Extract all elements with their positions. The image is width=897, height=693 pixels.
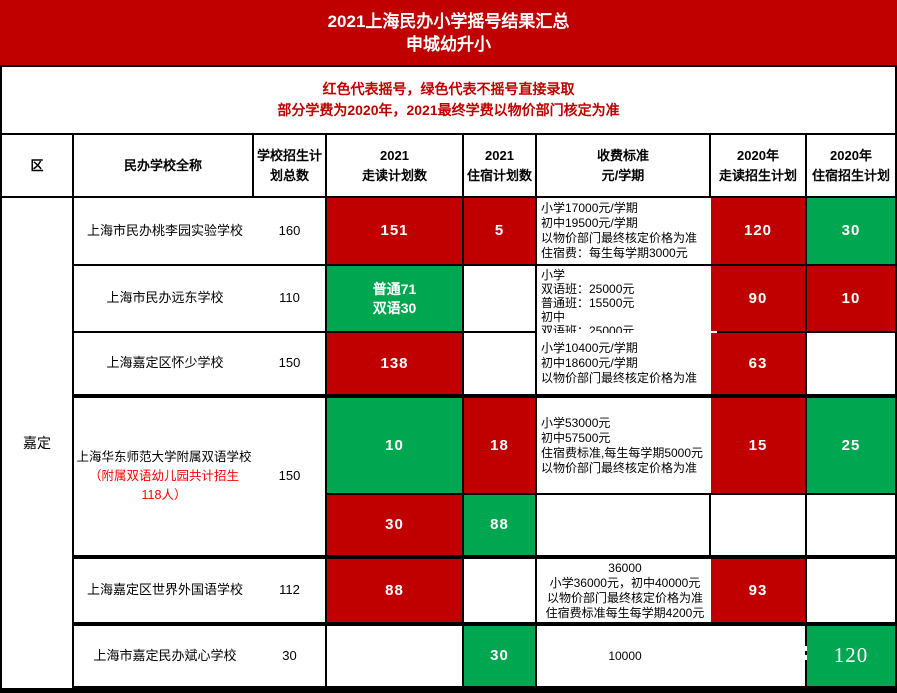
day2021-row3: 138 bbox=[327, 333, 462, 394]
day2020-row6 bbox=[711, 626, 805, 686]
cursor-artifact-top bbox=[801, 646, 807, 651]
total-row4: 150 bbox=[254, 398, 325, 555]
total-row1: 160 bbox=[254, 198, 325, 264]
total-row3: 150 bbox=[254, 333, 325, 394]
day2020-row2: 90 bbox=[711, 266, 805, 331]
fee-row4b-empty bbox=[537, 495, 709, 555]
fee-row4: 小学53000元 初中57500元 住宿费标准,每生每学期5000元 以物价部门… bbox=[537, 398, 717, 493]
header-cell-2020-day: 2020年 走读招生计划 bbox=[711, 135, 805, 196]
board2020-row5 bbox=[807, 559, 895, 622]
cursor-artifact-bottom bbox=[801, 655, 807, 660]
fee-row3: 小学10400元/学期 初中18600元/学期 以物价部门最终核定价格为准 bbox=[537, 333, 717, 394]
day2020-row3: 63 bbox=[711, 333, 805, 394]
school-name-row4-main: 上海华东师范大学附属双语学校 bbox=[76, 450, 252, 464]
header-cell-district: 区 bbox=[2, 135, 72, 196]
fee-row2: 小学 双语班：25000元 普通班：15500元 初中 双语班：25000元 bbox=[537, 266, 717, 333]
board2020-row1: 30 bbox=[807, 198, 895, 264]
header-cell-fee: 收费标准 元/学期 bbox=[537, 135, 709, 196]
day2021-row2: 普通71 双语30 bbox=[327, 266, 462, 331]
board2021-row3 bbox=[464, 333, 535, 394]
day2020-row4b-empty bbox=[711, 495, 805, 555]
header-cell-2021-day: 2021 走读计划数 bbox=[327, 135, 462, 196]
header-cell-school: 民办学校全称 bbox=[74, 135, 252, 196]
school-name-row2: 上海市民办远东学校 bbox=[74, 266, 256, 331]
day2021-row5: 88 bbox=[327, 559, 462, 622]
school-name-row4: 上海华东师范大学附属双语学校 （附属双语幼儿园共计招生 118人） bbox=[74, 398, 254, 555]
header-cell-2021-board: 2021 住宿计划数 bbox=[464, 135, 535, 196]
fee-row1: 小学17000元/学期 初中19500元/学期 以物价部门最终核定价格为准 住宿… bbox=[537, 198, 717, 264]
board2021-row4b: 88 bbox=[464, 495, 535, 555]
header-cell-2020-board: 2020年 住宿招生计划 bbox=[807, 135, 895, 196]
board2021-row4a: 18 bbox=[464, 398, 535, 493]
fee-row6: 10000 bbox=[537, 626, 713, 686]
board2020-row6: 120 bbox=[807, 626, 895, 686]
total-row2: 110 bbox=[254, 266, 325, 331]
school-name-row6: 上海市嘉定民办斌心学校 bbox=[74, 626, 256, 686]
day2021-row4a: 10 bbox=[327, 398, 462, 493]
header-cell-total-plan: 学校招生计 划总数 bbox=[254, 135, 325, 196]
day2020-row4: 15 bbox=[711, 398, 805, 493]
school-name-row5: 上海嘉定区世界外国语学校 bbox=[74, 559, 256, 622]
district-cell: 嘉定 bbox=[2, 198, 72, 688]
fee-row5: 36000 小学36000元，初中40000元 以物价部门最终核定价格为准 住宿… bbox=[537, 559, 713, 622]
day2020-row5: 93 bbox=[711, 559, 805, 622]
day2021-row1: 151 bbox=[327, 198, 462, 264]
board2021-row6: 30 bbox=[464, 626, 535, 686]
school-name-row3: 上海嘉定区怀少学校 bbox=[74, 333, 256, 394]
board2020-row4: 25 bbox=[807, 398, 895, 493]
board2020-row4b-empty bbox=[807, 495, 895, 555]
total-row6: 30 bbox=[254, 626, 325, 686]
day2021-row4b: 30 bbox=[327, 495, 462, 555]
legend-notice: 红色代表摇号，绿色代表不摇号直接录取 部分学费为2020年，2021最终学费以物… bbox=[0, 65, 897, 133]
total-row5: 112 bbox=[254, 559, 325, 622]
board2020-row2: 10 bbox=[807, 266, 895, 331]
page-title: 2021上海民办小学摇号结果汇总 申城幼升小 bbox=[0, 0, 897, 65]
day2020-row1: 120 bbox=[711, 198, 805, 264]
board2021-row1: 5 bbox=[464, 198, 535, 264]
school-name-row4-note: （附属双语幼儿园共计招生 118人） bbox=[88, 469, 239, 502]
board2021-row2 bbox=[464, 266, 535, 331]
school-name-row1: 上海市民办桃李园实验学校 bbox=[74, 198, 256, 264]
board2020-row3 bbox=[807, 333, 895, 394]
board2021-row5 bbox=[464, 559, 535, 622]
day2021-row6 bbox=[327, 626, 462, 686]
